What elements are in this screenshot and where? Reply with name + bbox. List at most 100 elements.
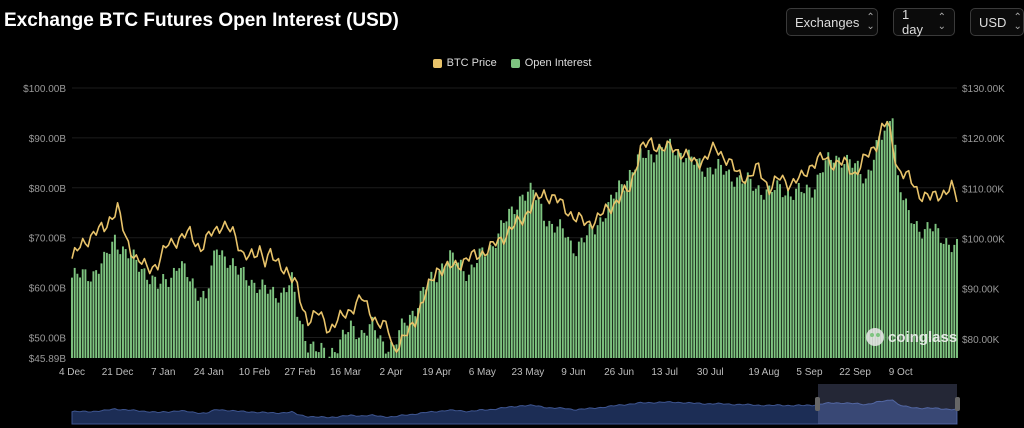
oi-bar: [430, 271, 433, 358]
oi-bar: [872, 159, 875, 358]
oi-bar: [331, 347, 334, 358]
oi-bar: [317, 352, 320, 358]
oi-bar: [307, 352, 309, 358]
oi-bar: [693, 164, 696, 358]
oi-bar: [159, 283, 162, 358]
coinglass-logo-icon: [866, 328, 884, 346]
oi-bar: [352, 326, 355, 358]
oi-bar: [274, 298, 277, 358]
oi-bar: [272, 286, 275, 358]
oi-bar: [419, 290, 422, 358]
oi-bar: [237, 274, 240, 358]
oi-bar: [897, 175, 899, 358]
oi-bar: [140, 269, 143, 358]
currency-select[interactable]: USD ⌃ ⌄: [970, 8, 1024, 36]
oi-bar: [736, 177, 739, 358]
oi-bar: [366, 335, 368, 358]
oi-bar: [942, 243, 945, 358]
oi-bar: [787, 189, 790, 358]
oi-bar: [113, 234, 116, 358]
oi-bar: [923, 229, 926, 358]
oi-bar: [103, 251, 106, 358]
oi-bar: [687, 149, 690, 358]
oi-bar: [178, 268, 181, 358]
oi-bar: [454, 263, 457, 358]
logo-eye-left: [870, 333, 874, 337]
oi-bar: [156, 288, 159, 358]
oi-bar: [121, 246, 124, 358]
oi-bar: [84, 269, 87, 358]
oi-bar: [703, 176, 706, 358]
oi-bar: [221, 250, 224, 358]
x-tick-label: 10 Feb: [239, 367, 271, 378]
oi-bar: [266, 293, 269, 358]
oi-bar: [717, 158, 720, 358]
oi-bar: [765, 189, 768, 358]
oi-bar: [575, 256, 578, 358]
oi-bar: [840, 167, 843, 358]
open-interest-bars: [71, 118, 958, 358]
oi-bar: [752, 190, 755, 358]
oi-bar: [484, 256, 486, 358]
oi-bar: [100, 263, 103, 358]
oi-bar: [433, 278, 436, 358]
oi-bar: [749, 178, 752, 358]
oi-bar: [832, 162, 835, 358]
x-tick-label: 4 Dec: [59, 367, 85, 378]
oi-bar: [921, 238, 924, 358]
x-tick-label: 5 Sep: [796, 367, 823, 378]
oi-bar: [947, 244, 950, 358]
exchanges-select[interactable]: Exchanges ⌃ ⌄: [786, 8, 878, 36]
oi-bar: [685, 158, 688, 358]
y-axis-right: $130.00K $120.00K $110.00K $100.00K $90.00K $…: [962, 84, 1005, 346]
oi-bar: [859, 174, 862, 358]
y-right-tick-label: $100.00K: [962, 235, 1005, 246]
oi-bar: [226, 267, 229, 358]
oi-bar: [714, 168, 717, 358]
oi-bar: [296, 316, 299, 358]
oi-bar: [239, 267, 242, 358]
oi-bar: [918, 231, 921, 358]
oi-bar: [709, 167, 712, 358]
oi-bar: [612, 198, 615, 358]
oi-bar: [422, 286, 425, 358]
oi-bar: [320, 342, 323, 358]
oi-bar: [277, 302, 280, 358]
oi-bar: [92, 271, 95, 358]
oi-bar: [701, 171, 704, 358]
oi-bar: [148, 284, 151, 358]
oi-bar: [154, 276, 157, 358]
oi-bar: [950, 252, 953, 358]
oi-bar: [202, 290, 205, 358]
oi-bar: [559, 219, 562, 358]
watermark-text: coinglass: [888, 329, 957, 346]
y-left-tick-label: $70.00B: [29, 234, 67, 245]
x-tick-label: 24 Jan: [194, 367, 224, 378]
oi-bar: [371, 316, 374, 358]
oi-bar: [167, 286, 170, 358]
oi-bar: [245, 280, 248, 358]
legend-item-open-interest[interactable]: Open Interest: [510, 57, 591, 69]
oi-bar: [934, 223, 937, 358]
oi-bar: [720, 164, 722, 358]
oi-bar: [728, 169, 731, 358]
oi-bar: [87, 281, 90, 358]
range-navigator[interactable]: [71, 384, 960, 425]
oi-bar: [494, 247, 497, 358]
interval-select[interactable]: 1 day ⌃ ⌄: [893, 7, 955, 37]
exchanges-select-label: Exchanges: [795, 14, 860, 30]
oi-bar: [602, 221, 604, 358]
oi-bar: [441, 263, 444, 358]
oi-bar: [569, 240, 572, 358]
oi-bar: [827, 152, 830, 358]
legend-item-btc-price[interactable]: BTC Price: [432, 57, 497, 69]
oi-bar: [470, 264, 473, 358]
oi-bar: [695, 159, 698, 358]
currency-select-label: USD: [979, 14, 1007, 30]
oi-bar: [572, 253, 575, 358]
oi-bar: [105, 252, 108, 358]
oi-bar: [671, 150, 674, 358]
y-left-tick-label: $100.00B: [23, 84, 66, 95]
updown-chevron-icon: ⌃ ⌄: [1013, 12, 1022, 32]
oi-bar: [744, 181, 747, 358]
